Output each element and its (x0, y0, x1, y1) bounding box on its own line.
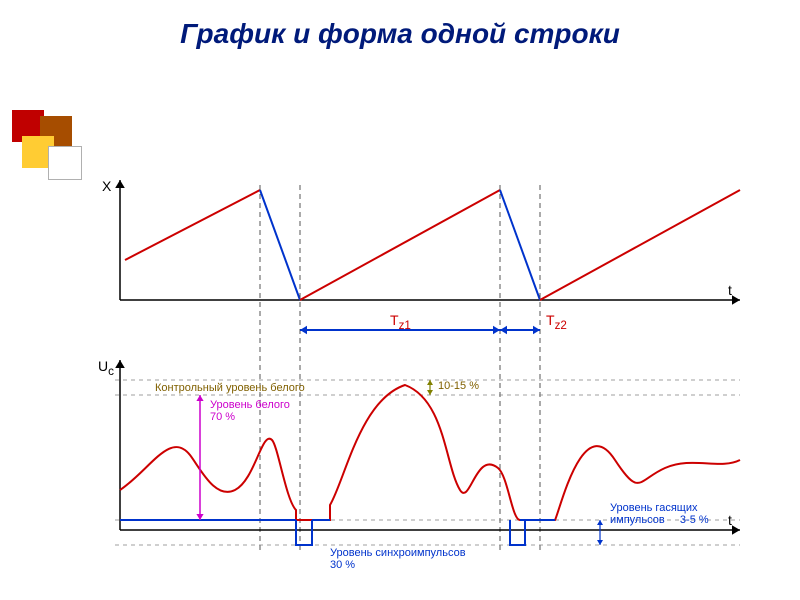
ctrl-white-label: Контрольный уровень белого (155, 382, 305, 394)
chart1-y-label: X (102, 178, 111, 194)
sync-level-label: Уровень синхроимпульсов 30 % (330, 547, 466, 571)
chart1-x-label: t (728, 282, 732, 298)
white-pct-range-label: 10-15 % (438, 380, 479, 392)
tz2-label: Tz2 (546, 312, 567, 332)
tz1-label: Tz1 (390, 312, 411, 332)
blank-level-label: Уровень гасящих импульсов 3-5 % (610, 502, 709, 526)
chart2-x-label: t (728, 512, 732, 528)
white-pct-label: Уровень белого 70 % (210, 399, 290, 423)
chart2-y-label: Uc (98, 358, 114, 378)
